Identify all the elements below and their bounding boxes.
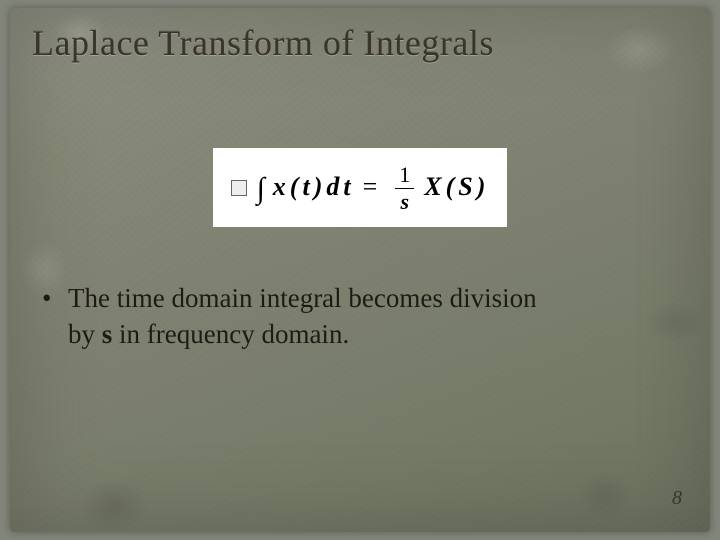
eq-lhs-var: t bbox=[302, 174, 309, 200]
eq-fraction: 1 s bbox=[395, 164, 414, 213]
eq-paren-close-2: ) bbox=[477, 174, 486, 200]
bullet-line2-suffix: in frequency domain. bbox=[112, 319, 349, 349]
paper-background bbox=[10, 8, 710, 532]
eq-equals: = bbox=[363, 174, 378, 200]
bullet-marker: • bbox=[42, 280, 68, 353]
bullet-var-s: s bbox=[102, 319, 113, 349]
eq-paren-close-1: ) bbox=[314, 174, 323, 200]
eq-rhs-func: X bbox=[424, 174, 441, 200]
equation-container: ∫ x ( t ) d t = 1 s X ( S ) bbox=[0, 148, 720, 227]
equation-image: ∫ x ( t ) d t = 1 s X ( S ) bbox=[213, 148, 508, 227]
placeholder-box-icon bbox=[231, 180, 247, 196]
eq-frac-num: 1 bbox=[395, 164, 414, 189]
eq-rhs-var: S bbox=[458, 174, 472, 200]
eq-paren-open-2: ( bbox=[446, 174, 455, 200]
eq-dt-t: t bbox=[343, 174, 350, 200]
bullet-line1: The time domain integral becomes divisio… bbox=[68, 283, 537, 313]
bullet-text: • The time domain integral becomes divis… bbox=[42, 280, 662, 353]
eq-frac-den: s bbox=[400, 189, 409, 213]
page-number: 8 bbox=[672, 487, 682, 510]
slide: Laplace Transform of Integrals ∫ x ( t )… bbox=[0, 0, 720, 540]
bullet-content: The time domain integral becomes divisio… bbox=[68, 280, 537, 353]
eq-lhs-func: x bbox=[273, 174, 286, 200]
bullet-line2-prefix: by bbox=[68, 319, 102, 349]
eq-paren-open-1: ( bbox=[290, 174, 299, 200]
slide-title: Laplace Transform of Integrals bbox=[32, 22, 494, 64]
integral-symbol: ∫ bbox=[257, 174, 265, 204]
eq-dt-d: d bbox=[326, 174, 339, 200]
